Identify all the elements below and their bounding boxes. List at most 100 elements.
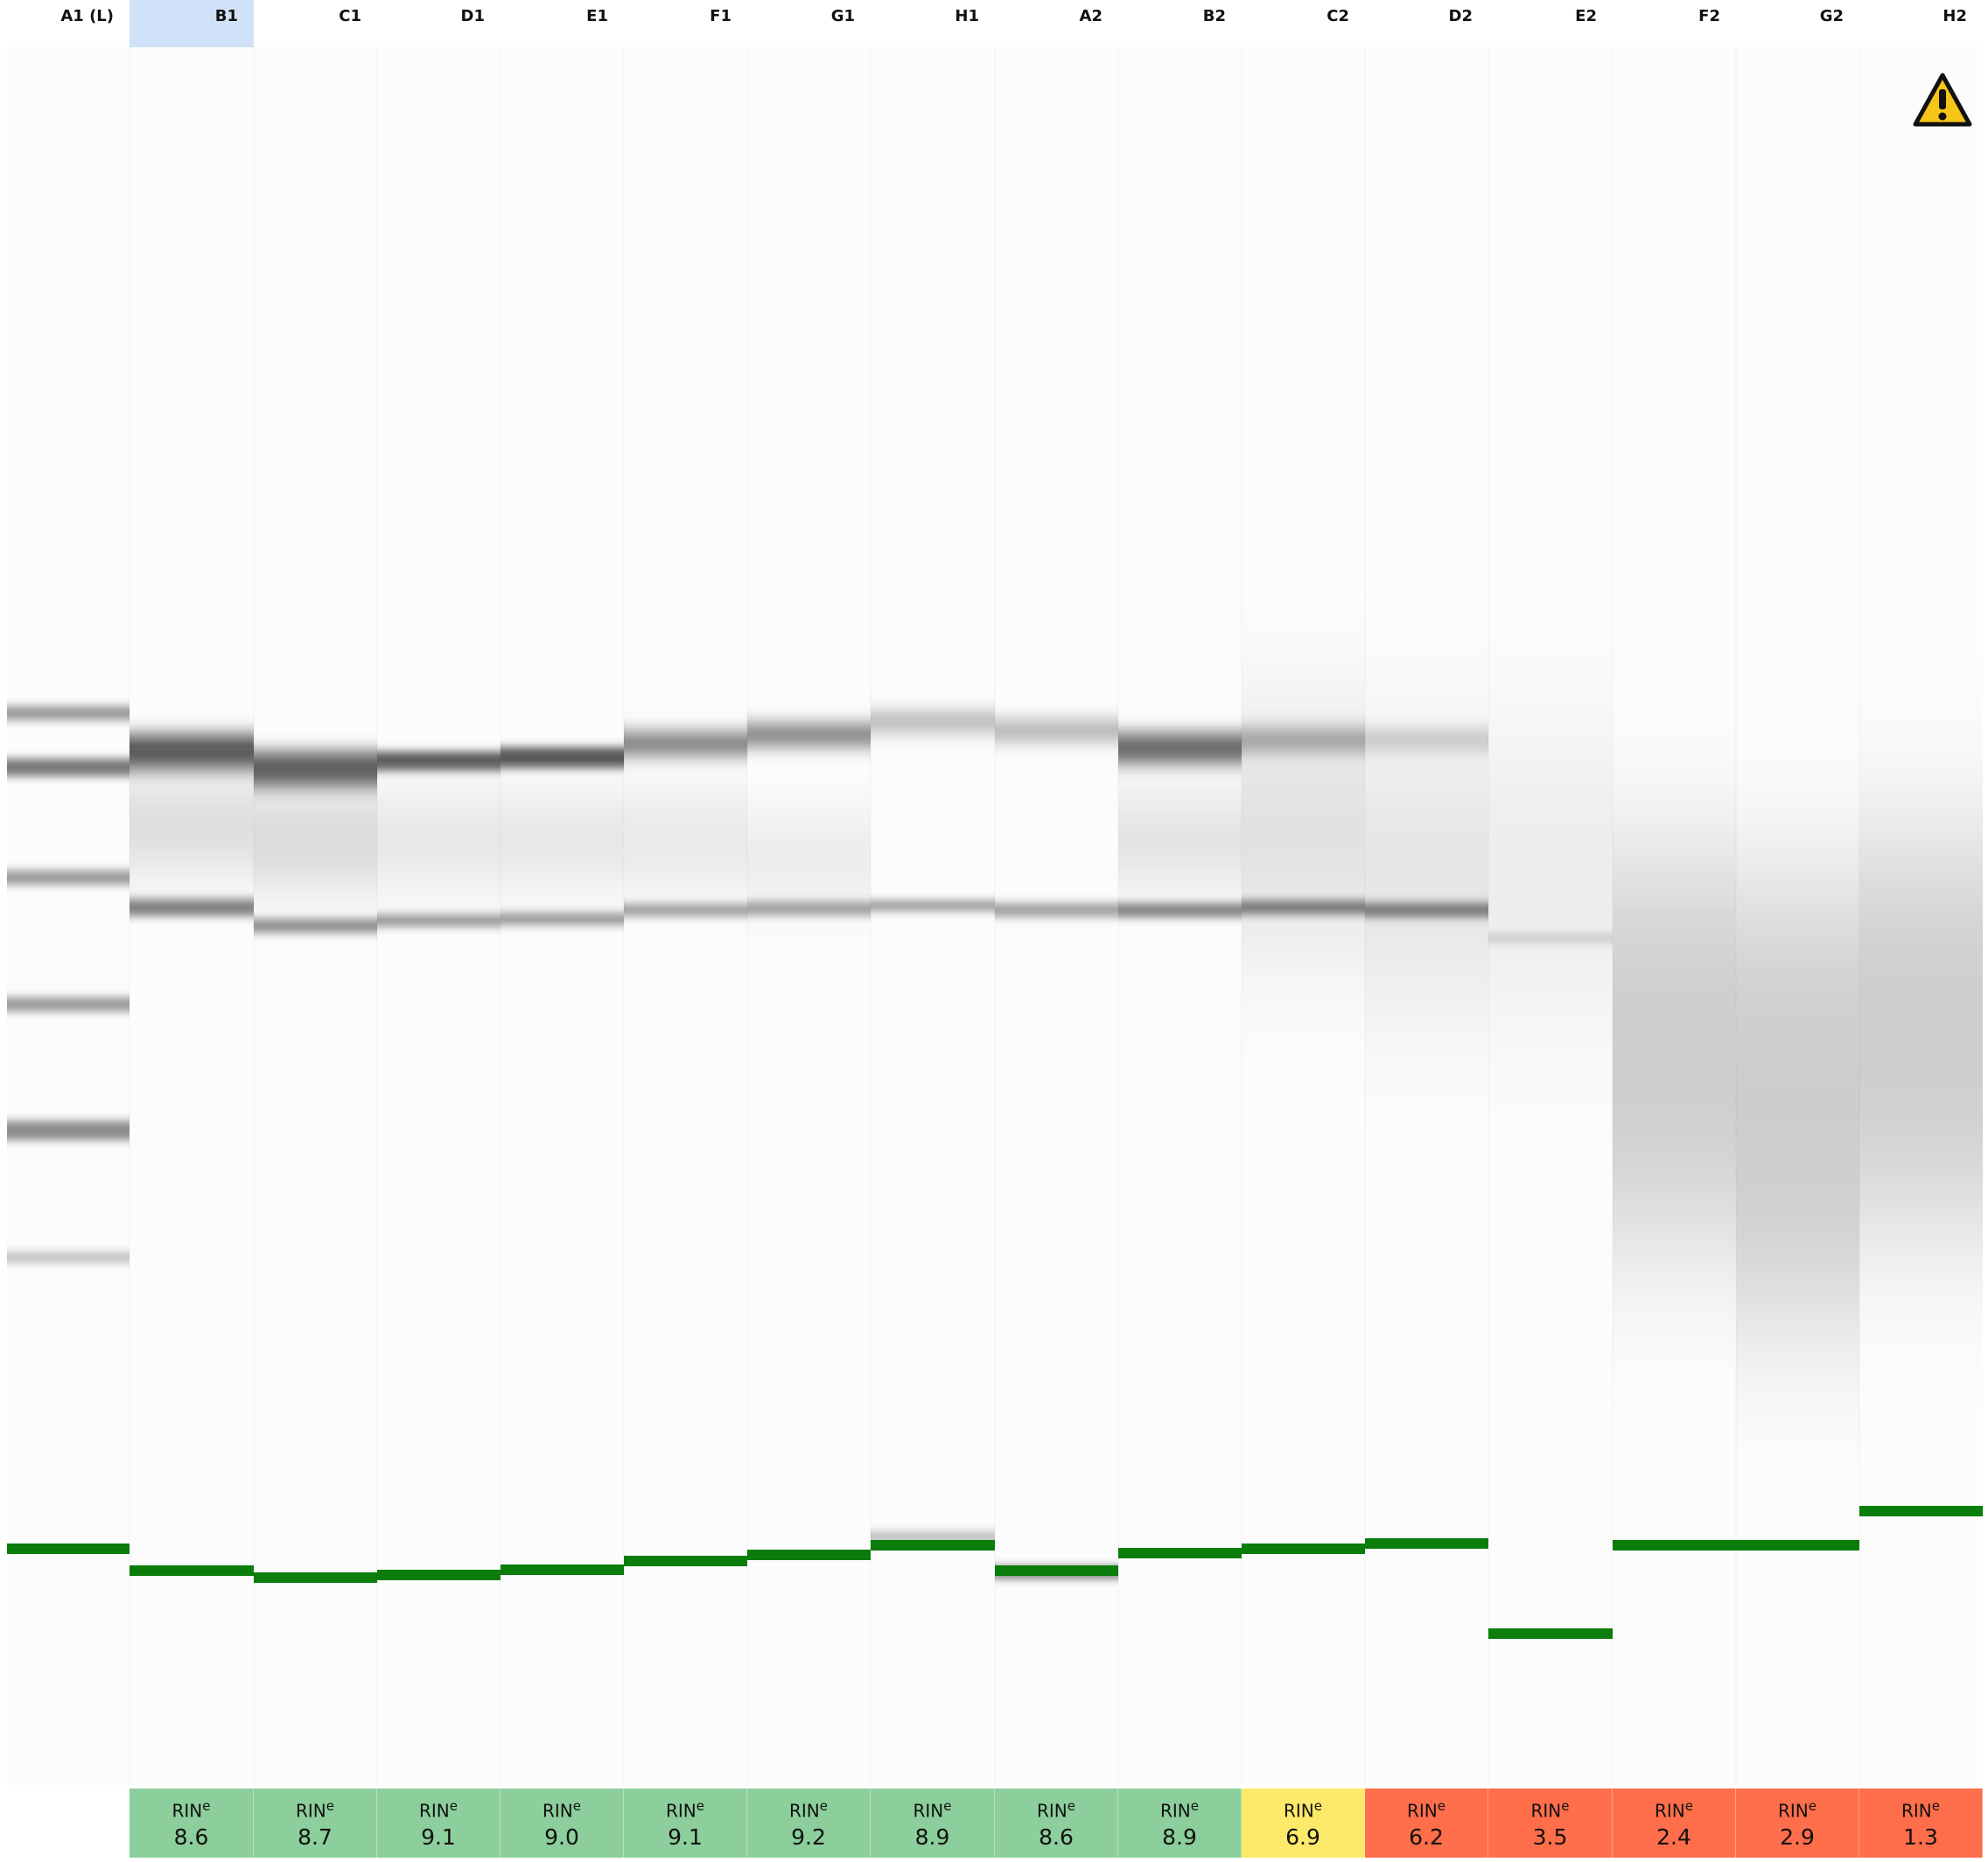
- lane-header-e2[interactable]: E2: [1575, 7, 1597, 25]
- gel-band: [7, 759, 130, 776]
- degradation-smear: [1859, 849, 1983, 1216]
- warning-triangle-icon[interactable]: [1913, 72, 1972, 128]
- lane-header-h2[interactable]: H2: [1942, 7, 1967, 25]
- gel-lane-h1[interactable]: [871, 47, 995, 1785]
- gel-band: [747, 901, 871, 915]
- lower-marker-band: [130, 1565, 254, 1576]
- lane-background: [871, 47, 995, 1785]
- rin-value: 6.9: [1285, 1824, 1320, 1850]
- gel-lane-g2[interactable]: [1736, 47, 1859, 1785]
- rin-value: 8.6: [173, 1824, 209, 1850]
- lane-header-a1-ladder[interactable]: A1 (L): [60, 7, 114, 25]
- gel-band: [500, 913, 624, 925]
- rin-badge-e1[interactable]: RINe 9.0: [500, 1788, 624, 1858]
- rin-value: 8.9: [1162, 1824, 1197, 1850]
- rin-label: RINe: [666, 1798, 704, 1822]
- gel-lane-c1[interactable]: [254, 47, 377, 1785]
- gel-lane-d1[interactable]: [377, 47, 500, 1785]
- gel-band: [1118, 733, 1242, 763]
- lane-header-b1[interactable]: B1: [214, 7, 238, 25]
- rin-badge-d2[interactable]: RINe 6.2: [1365, 1788, 1488, 1858]
- gel-band: [1365, 732, 1488, 749]
- lane-header-f1[interactable]: F1: [710, 7, 732, 25]
- lower-marker-band: [1736, 1540, 1859, 1550]
- gel-lane-f2[interactable]: [1613, 47, 1736, 1785]
- lane-header-e1[interactable]: E1: [586, 7, 608, 25]
- rin-badge-c1[interactable]: RINe 8.7: [254, 1788, 377, 1858]
- lane-header-f2[interactable]: F2: [1698, 7, 1720, 25]
- gel-lane-b1[interactable]: [130, 47, 254, 1785]
- rin-badge-f2[interactable]: RINe 2.4: [1613, 1788, 1736, 1858]
- gel-band: [377, 752, 500, 771]
- gel-band: [254, 809, 377, 871]
- lower-marker-band: [7, 1544, 130, 1554]
- lane-header-c1[interactable]: C1: [339, 7, 361, 25]
- gel-band: [624, 732, 747, 755]
- lane-header-h1[interactable]: H1: [955, 7, 979, 25]
- gel-band: [747, 831, 871, 884]
- gel-lane-g1[interactable]: [747, 47, 871, 1785]
- gel-lane-e2[interactable]: [1488, 47, 1613, 1785]
- gel-band: [254, 919, 377, 933]
- lower-marker-band: [747, 1550, 871, 1560]
- lane-header-b2[interactable]: B2: [1202, 7, 1226, 25]
- gel-lane-e1[interactable]: [500, 47, 624, 1785]
- gel-lane-f1[interactable]: [624, 47, 747, 1785]
- lane-background: [747, 47, 871, 1785]
- gel-band: [747, 724, 871, 746]
- gel-band: [7, 1121, 130, 1140]
- gel-band: [7, 871, 130, 885]
- gel-lane-a1-ladder[interactable]: [7, 47, 130, 1785]
- rin-badge-g1[interactable]: RINe 9.2: [747, 1788, 871, 1858]
- rin-label: RINe: [1901, 1798, 1940, 1822]
- rin-badge-d1[interactable]: RINe 9.1: [377, 1788, 500, 1858]
- lane-header-selected-highlight: [130, 0, 254, 47]
- rin-label: RINe: [913, 1798, 952, 1822]
- gel-band: [377, 814, 500, 866]
- gel-band: [1242, 730, 1365, 751]
- gel-lane-c2[interactable]: [1242, 47, 1365, 1785]
- gel-lane-a2[interactable]: [995, 47, 1118, 1785]
- rin-value: 9.1: [668, 1824, 703, 1850]
- rin-value: 9.1: [421, 1824, 456, 1850]
- gel-band: [1118, 903, 1242, 917]
- rin-badge-f1[interactable]: RINe 9.1: [624, 1788, 747, 1858]
- rin-label: RINe: [1160, 1798, 1199, 1822]
- lower-marker-band: [377, 1570, 500, 1580]
- degradation-smear: [1613, 866, 1736, 1234]
- gel-band: [624, 814, 747, 866]
- rin-badge-g2[interactable]: RINe 2.9: [1736, 1788, 1859, 1858]
- gel-band: [871, 900, 995, 911]
- rin-value: 9.0: [544, 1824, 579, 1850]
- lane-header-g1[interactable]: G1: [830, 7, 855, 25]
- gel-lane-d2[interactable]: [1365, 47, 1488, 1785]
- lane-header-c2[interactable]: C2: [1326, 7, 1349, 25]
- rin-badge-h1[interactable]: RINe 8.9: [871, 1788, 995, 1858]
- rin-value: 1.3: [1903, 1824, 1938, 1850]
- rin-badge-b2[interactable]: RINe 8.9: [1118, 1788, 1242, 1858]
- lane-background: [254, 47, 377, 1785]
- gel-band: [130, 899, 254, 916]
- gel-lane-b2[interactable]: [1118, 47, 1242, 1785]
- rin-badge-a2[interactable]: RINe 8.6: [995, 1788, 1118, 1858]
- rin-label: RINe: [1284, 1798, 1322, 1822]
- rin-label: RINe: [1778, 1798, 1816, 1822]
- lane-header-a2[interactable]: A2: [1079, 7, 1102, 25]
- rin-value: 8.9: [914, 1824, 950, 1850]
- rin-badge-e2[interactable]: RINe 3.5: [1488, 1788, 1613, 1858]
- rin-value: 6.2: [1409, 1824, 1444, 1850]
- rin-badge-b1[interactable]: RINe 8.6: [130, 1788, 254, 1858]
- gel-lane-h2[interactable]: [1859, 47, 1983, 1785]
- rin-badge-h2[interactable]: RINe 1.3: [1859, 1788, 1983, 1858]
- lane-background: [1242, 47, 1365, 1785]
- lane-header-g2[interactable]: G2: [1819, 7, 1844, 25]
- lane-header-d1[interactable]: D1: [460, 7, 485, 25]
- rin-label: RINe: [419, 1798, 458, 1822]
- lower-marker-band: [254, 1572, 377, 1583]
- rin-badge-c2[interactable]: RINe 6.9: [1242, 1788, 1365, 1858]
- lane-header-d2[interactable]: D2: [1448, 7, 1473, 25]
- rin-label: RINe: [172, 1798, 211, 1822]
- rin-label: RINe: [1655, 1798, 1693, 1822]
- lower-marker-band: [1242, 1544, 1365, 1554]
